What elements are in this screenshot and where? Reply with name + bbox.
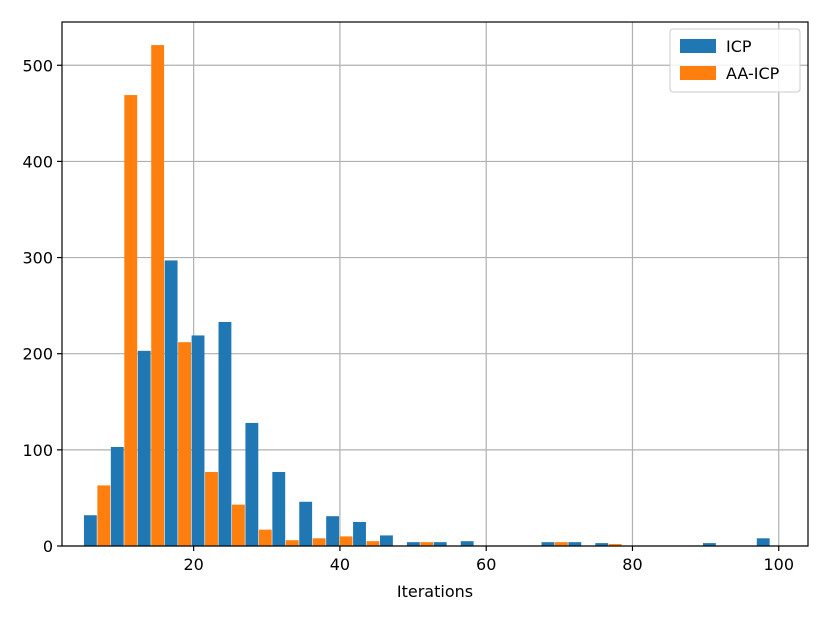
bar-aa-icp — [312, 538, 326, 546]
bar-icp — [110, 446, 124, 546]
y-tick-label: 200 — [22, 345, 53, 364]
y-tick-label: 500 — [22, 56, 53, 75]
y-tick-label: 0 — [43, 537, 53, 556]
bar-aa-icp — [178, 342, 191, 546]
y-tick-label: 300 — [22, 249, 53, 268]
y-tick-label: 100 — [22, 441, 53, 460]
bar-icp — [460, 541, 474, 546]
bar-icp — [568, 542, 582, 546]
bar-aa-icp — [151, 45, 165, 547]
y-tick-label: 400 — [22, 152, 53, 171]
bar-icp — [406, 542, 420, 546]
bar-icp — [541, 542, 555, 546]
x-axis-label: Iterations — [397, 582, 473, 601]
axis-ticks: 20 40 60 80 100 0 100 200 300 400 500 — [22, 56, 794, 574]
legend-swatch-icp — [680, 39, 716, 53]
x-tick-label: 20 — [183, 555, 203, 574]
bar-aa-icp — [124, 95, 138, 546]
bar-aa-icp — [97, 485, 111, 546]
bar-aa-icp — [231, 504, 245, 546]
x-tick-label: 100 — [763, 555, 794, 574]
bar-icp — [326, 516, 340, 546]
bar-aa-icp — [205, 471, 218, 546]
bar-icp — [433, 542, 447, 546]
bar-aa-icp — [258, 529, 272, 546]
legend-label-icp: ICP — [726, 37, 752, 56]
histogram-bars — [83, 45, 770, 547]
plot-area-frame — [61, 21, 809, 547]
bar-icp — [83, 515, 97, 546]
bar-aa-icp — [554, 542, 568, 546]
bar-icp — [218, 321, 232, 546]
bar-icp — [702, 543, 716, 546]
bar-icp — [191, 335, 205, 546]
bar-icp — [299, 501, 313, 546]
bar-icp — [245, 422, 259, 546]
x-tick-label: 60 — [476, 555, 496, 574]
bar-aa-icp — [608, 544, 622, 546]
bar-aa-icp — [366, 541, 380, 546]
bar-icp — [164, 260, 178, 546]
bar-icp — [595, 543, 609, 546]
x-tick-label: 80 — [622, 555, 642, 574]
bar-aa-icp — [339, 536, 353, 546]
bar-icp — [756, 538, 770, 546]
bar-icp — [353, 521, 366, 546]
bar-icp — [272, 471, 286, 546]
bar-icp — [137, 350, 151, 546]
bar-aa-icp — [420, 542, 434, 546]
x-tick-label: 40 — [330, 555, 350, 574]
bar-aa-icp — [285, 540, 299, 546]
legend: ICP AA-ICP — [669, 28, 801, 93]
bar-icp — [380, 535, 393, 546]
legend-label-aa-icp: AA-ICP — [726, 64, 780, 83]
legend-swatch-aa-icp — [680, 66, 716, 80]
